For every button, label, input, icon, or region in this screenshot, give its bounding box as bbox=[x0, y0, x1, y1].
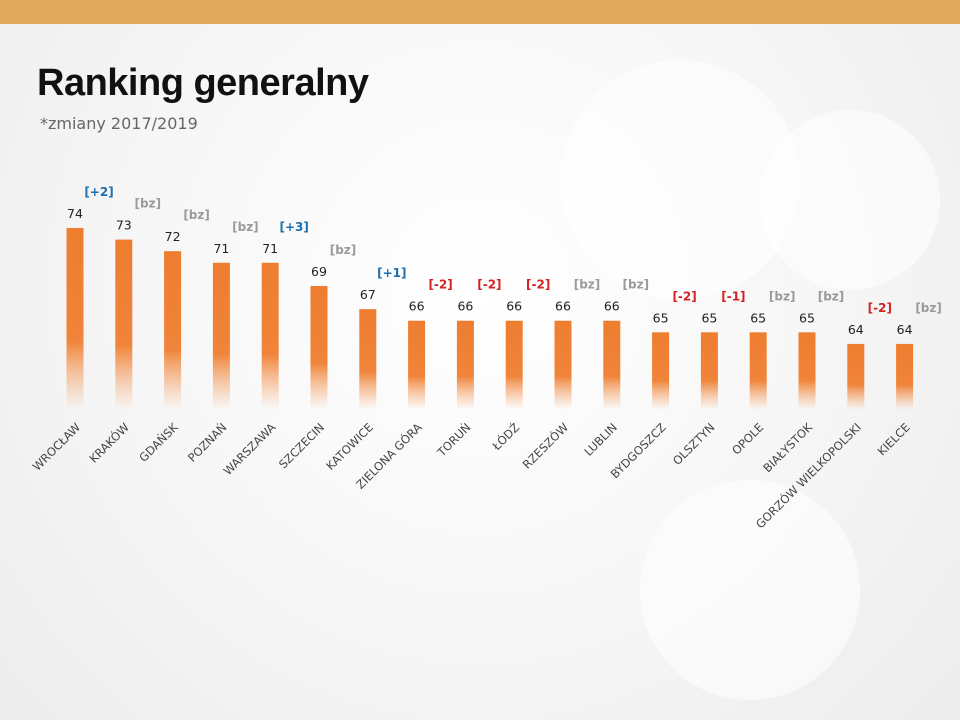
header-bar bbox=[0, 0, 960, 24]
change-label: [-2] bbox=[477, 278, 501, 292]
category-label: WROCŁAW bbox=[30, 420, 83, 473]
value-label: 71 bbox=[213, 241, 229, 256]
bar bbox=[310, 285, 328, 410]
change-label: [+1] bbox=[377, 266, 406, 280]
value-label: 72 bbox=[165, 229, 181, 244]
value-label: 65 bbox=[701, 310, 717, 325]
background-bokeh bbox=[560, 60, 800, 300]
category-label: OPOLE bbox=[729, 420, 766, 457]
bar bbox=[603, 320, 621, 410]
background-bokeh bbox=[760, 110, 940, 290]
category-label: LUBLIN bbox=[581, 420, 620, 459]
change-label: [-2] bbox=[526, 278, 550, 292]
category-label: POZNAŃ bbox=[184, 420, 229, 465]
value-label: 66 bbox=[457, 299, 473, 314]
value-label: 65 bbox=[799, 310, 815, 325]
value-label: 69 bbox=[311, 264, 327, 279]
change-label: [bz] bbox=[915, 301, 942, 315]
change-label: [+2] bbox=[84, 185, 113, 199]
value-label: 74 bbox=[67, 206, 83, 221]
category-label: KRAKÓW bbox=[86, 420, 132, 466]
change-label: [bz] bbox=[769, 289, 796, 303]
value-label: 66 bbox=[555, 299, 571, 314]
value-label: 65 bbox=[653, 310, 669, 325]
page-title: Ranking generalny bbox=[37, 62, 369, 104]
bar bbox=[66, 228, 84, 410]
change-label: [bz] bbox=[135, 197, 162, 211]
bar bbox=[896, 343, 914, 410]
background-bokeh bbox=[640, 480, 860, 700]
bar bbox=[749, 332, 767, 410]
change-label: [-2] bbox=[672, 289, 696, 303]
category-label: TORUŃ bbox=[433, 420, 473, 460]
value-label: 67 bbox=[360, 287, 376, 302]
change-label: [bz] bbox=[232, 220, 259, 234]
bar bbox=[359, 309, 377, 410]
change-label: [+3] bbox=[280, 220, 309, 234]
value-label: 73 bbox=[116, 218, 132, 233]
value-label: 66 bbox=[506, 299, 522, 314]
category-label: RZESZÓW bbox=[519, 420, 571, 472]
change-label: [-1] bbox=[721, 289, 745, 303]
bar bbox=[798, 332, 816, 410]
bar bbox=[700, 332, 718, 410]
category-label: OLSZTYN bbox=[670, 420, 718, 468]
bar bbox=[408, 320, 426, 410]
bar bbox=[505, 320, 523, 410]
bar bbox=[212, 262, 230, 410]
bar bbox=[115, 239, 133, 410]
category-label: ŁÓDŹ bbox=[488, 419, 522, 453]
bar bbox=[554, 320, 572, 410]
change-label: [bz] bbox=[623, 278, 650, 292]
value-label: 66 bbox=[604, 299, 620, 314]
bar bbox=[847, 343, 865, 410]
change-label: [bz] bbox=[574, 278, 601, 292]
value-label: 65 bbox=[750, 310, 766, 325]
change-label: [bz] bbox=[183, 208, 210, 222]
value-label: 64 bbox=[897, 322, 913, 337]
category-label: GDAŃSK bbox=[136, 419, 181, 464]
bar bbox=[652, 332, 670, 410]
category-label: SZCZECIN bbox=[276, 420, 327, 471]
value-label: 71 bbox=[262, 241, 278, 256]
category-label: KIELCE bbox=[875, 420, 913, 458]
category-label: WARSZAWA bbox=[221, 420, 279, 478]
bar bbox=[164, 251, 182, 410]
change-label: [-2] bbox=[428, 278, 452, 292]
bar bbox=[261, 262, 279, 410]
change-label: [bz] bbox=[818, 289, 845, 303]
page-subtitle: *zmiany 2017/2019 bbox=[40, 114, 198, 133]
category-label: KATOWICE bbox=[323, 420, 376, 473]
change-label: [-2] bbox=[868, 301, 892, 315]
value-label: 64 bbox=[848, 322, 864, 337]
value-label: 66 bbox=[409, 299, 425, 314]
bar bbox=[456, 320, 474, 410]
change-label: [bz] bbox=[330, 243, 357, 257]
